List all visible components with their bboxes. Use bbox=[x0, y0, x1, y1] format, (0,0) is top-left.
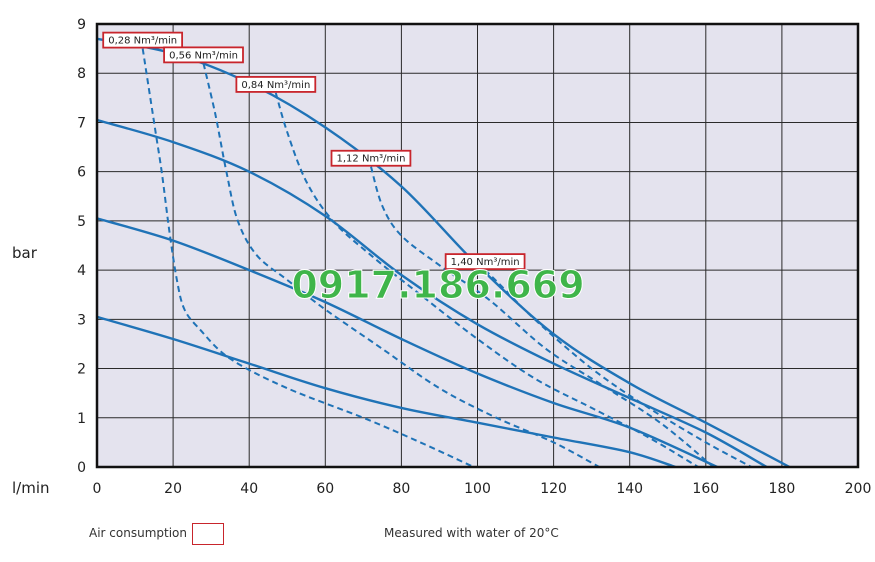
air-consumption-label-text: 0,28 Nm³/min bbox=[108, 36, 177, 47]
y-tick-label: 5 bbox=[77, 214, 86, 230]
x-tick-label: 160 bbox=[692, 481, 719, 497]
x-tick-label: 60 bbox=[316, 481, 334, 497]
x-tick-label: 180 bbox=[769, 481, 796, 497]
y-tick-label: 8 bbox=[77, 66, 86, 82]
x-tick-label: 120 bbox=[540, 481, 567, 497]
y-tick-label: 6 bbox=[77, 165, 86, 181]
y-tick-label: 3 bbox=[77, 312, 86, 328]
air-consumption-label-box bbox=[102, 31, 184, 49]
y-axis-label: bar bbox=[12, 244, 38, 262]
air-consumption-label-box bbox=[235, 76, 317, 93]
legend-air-consumption-label: Air consumption bbox=[89, 526, 187, 540]
air-consumption-label-text: 0,84 Nm³/min bbox=[241, 80, 310, 91]
air-consumption-curves bbox=[141, 48, 752, 468]
air-consumption-label: 0,56 Nm³/min bbox=[163, 46, 244, 64]
axis-ticks: 0 20 40 60 80 100 120 140 160 180 200 0 1 2 3 4 5 6 7 8 9 bbox=[77, 17, 871, 497]
air-consumption-labels: 0,28 Nm³/min 0,56 Nm³/min 0,84 Nm³/min 1,12… bbox=[102, 31, 526, 271]
y-tick-label: 0 bbox=[77, 460, 86, 476]
pressure-curve bbox=[96, 118, 768, 469]
pressure-curve bbox=[96, 37, 791, 469]
air-consumption-curve bbox=[484, 269, 752, 468]
air-consumption-label-text: 1,12 Nm³/min bbox=[337, 154, 406, 165]
air-consumption-label-box bbox=[444, 253, 526, 271]
x-axis-label: l/min bbox=[12, 479, 50, 497]
pressure-curve bbox=[96, 315, 676, 469]
air-consumption-curve bbox=[274, 92, 699, 468]
air-consumption-label: 1,12 Nm³/min bbox=[330, 149, 412, 167]
y-tick-label: 2 bbox=[77, 362, 86, 378]
y-tick-label: 1 bbox=[77, 411, 86, 427]
x-tick-label: 100 bbox=[464, 481, 491, 497]
air-consumption-label: 1,40 Nm³/min bbox=[444, 253, 526, 271]
air-consumption-curve bbox=[370, 166, 715, 468]
y-tick-label: 4 bbox=[77, 263, 86, 279]
air-consumption-label-text: 1,40 Nm³/min bbox=[451, 257, 520, 268]
air-consumption-label-box bbox=[330, 149, 412, 167]
y-tick-label: 9 bbox=[77, 17, 86, 33]
legend-air-consumption-swatch bbox=[192, 523, 224, 545]
air-consumption-label: 0,28 Nm³/min bbox=[102, 31, 184, 49]
x-tick-label: 200 bbox=[845, 481, 872, 497]
air-consumption-label-box bbox=[163, 46, 244, 64]
air-consumption-curve bbox=[202, 63, 600, 468]
measured-note: Measured with water of 20°C bbox=[384, 526, 559, 540]
x-tick-label: 0 bbox=[93, 481, 102, 497]
plot-frame bbox=[95, 22, 860, 469]
x-tick-label: 40 bbox=[240, 481, 258, 497]
air-consumption-label-text: 0,56 Nm³/min bbox=[169, 50, 238, 61]
air-consumption-label: 0,84 Nm³/min bbox=[235, 76, 317, 93]
watermark-phone: 0917.186.669 bbox=[291, 263, 584, 307]
pressure-curves bbox=[96, 37, 791, 469]
pressure-curve bbox=[96, 217, 718, 469]
x-tick-label: 80 bbox=[392, 481, 410, 497]
y-tick-label: 7 bbox=[77, 115, 86, 131]
x-tick-label: 140 bbox=[616, 481, 643, 497]
x-tick-label: 20 bbox=[164, 481, 182, 497]
